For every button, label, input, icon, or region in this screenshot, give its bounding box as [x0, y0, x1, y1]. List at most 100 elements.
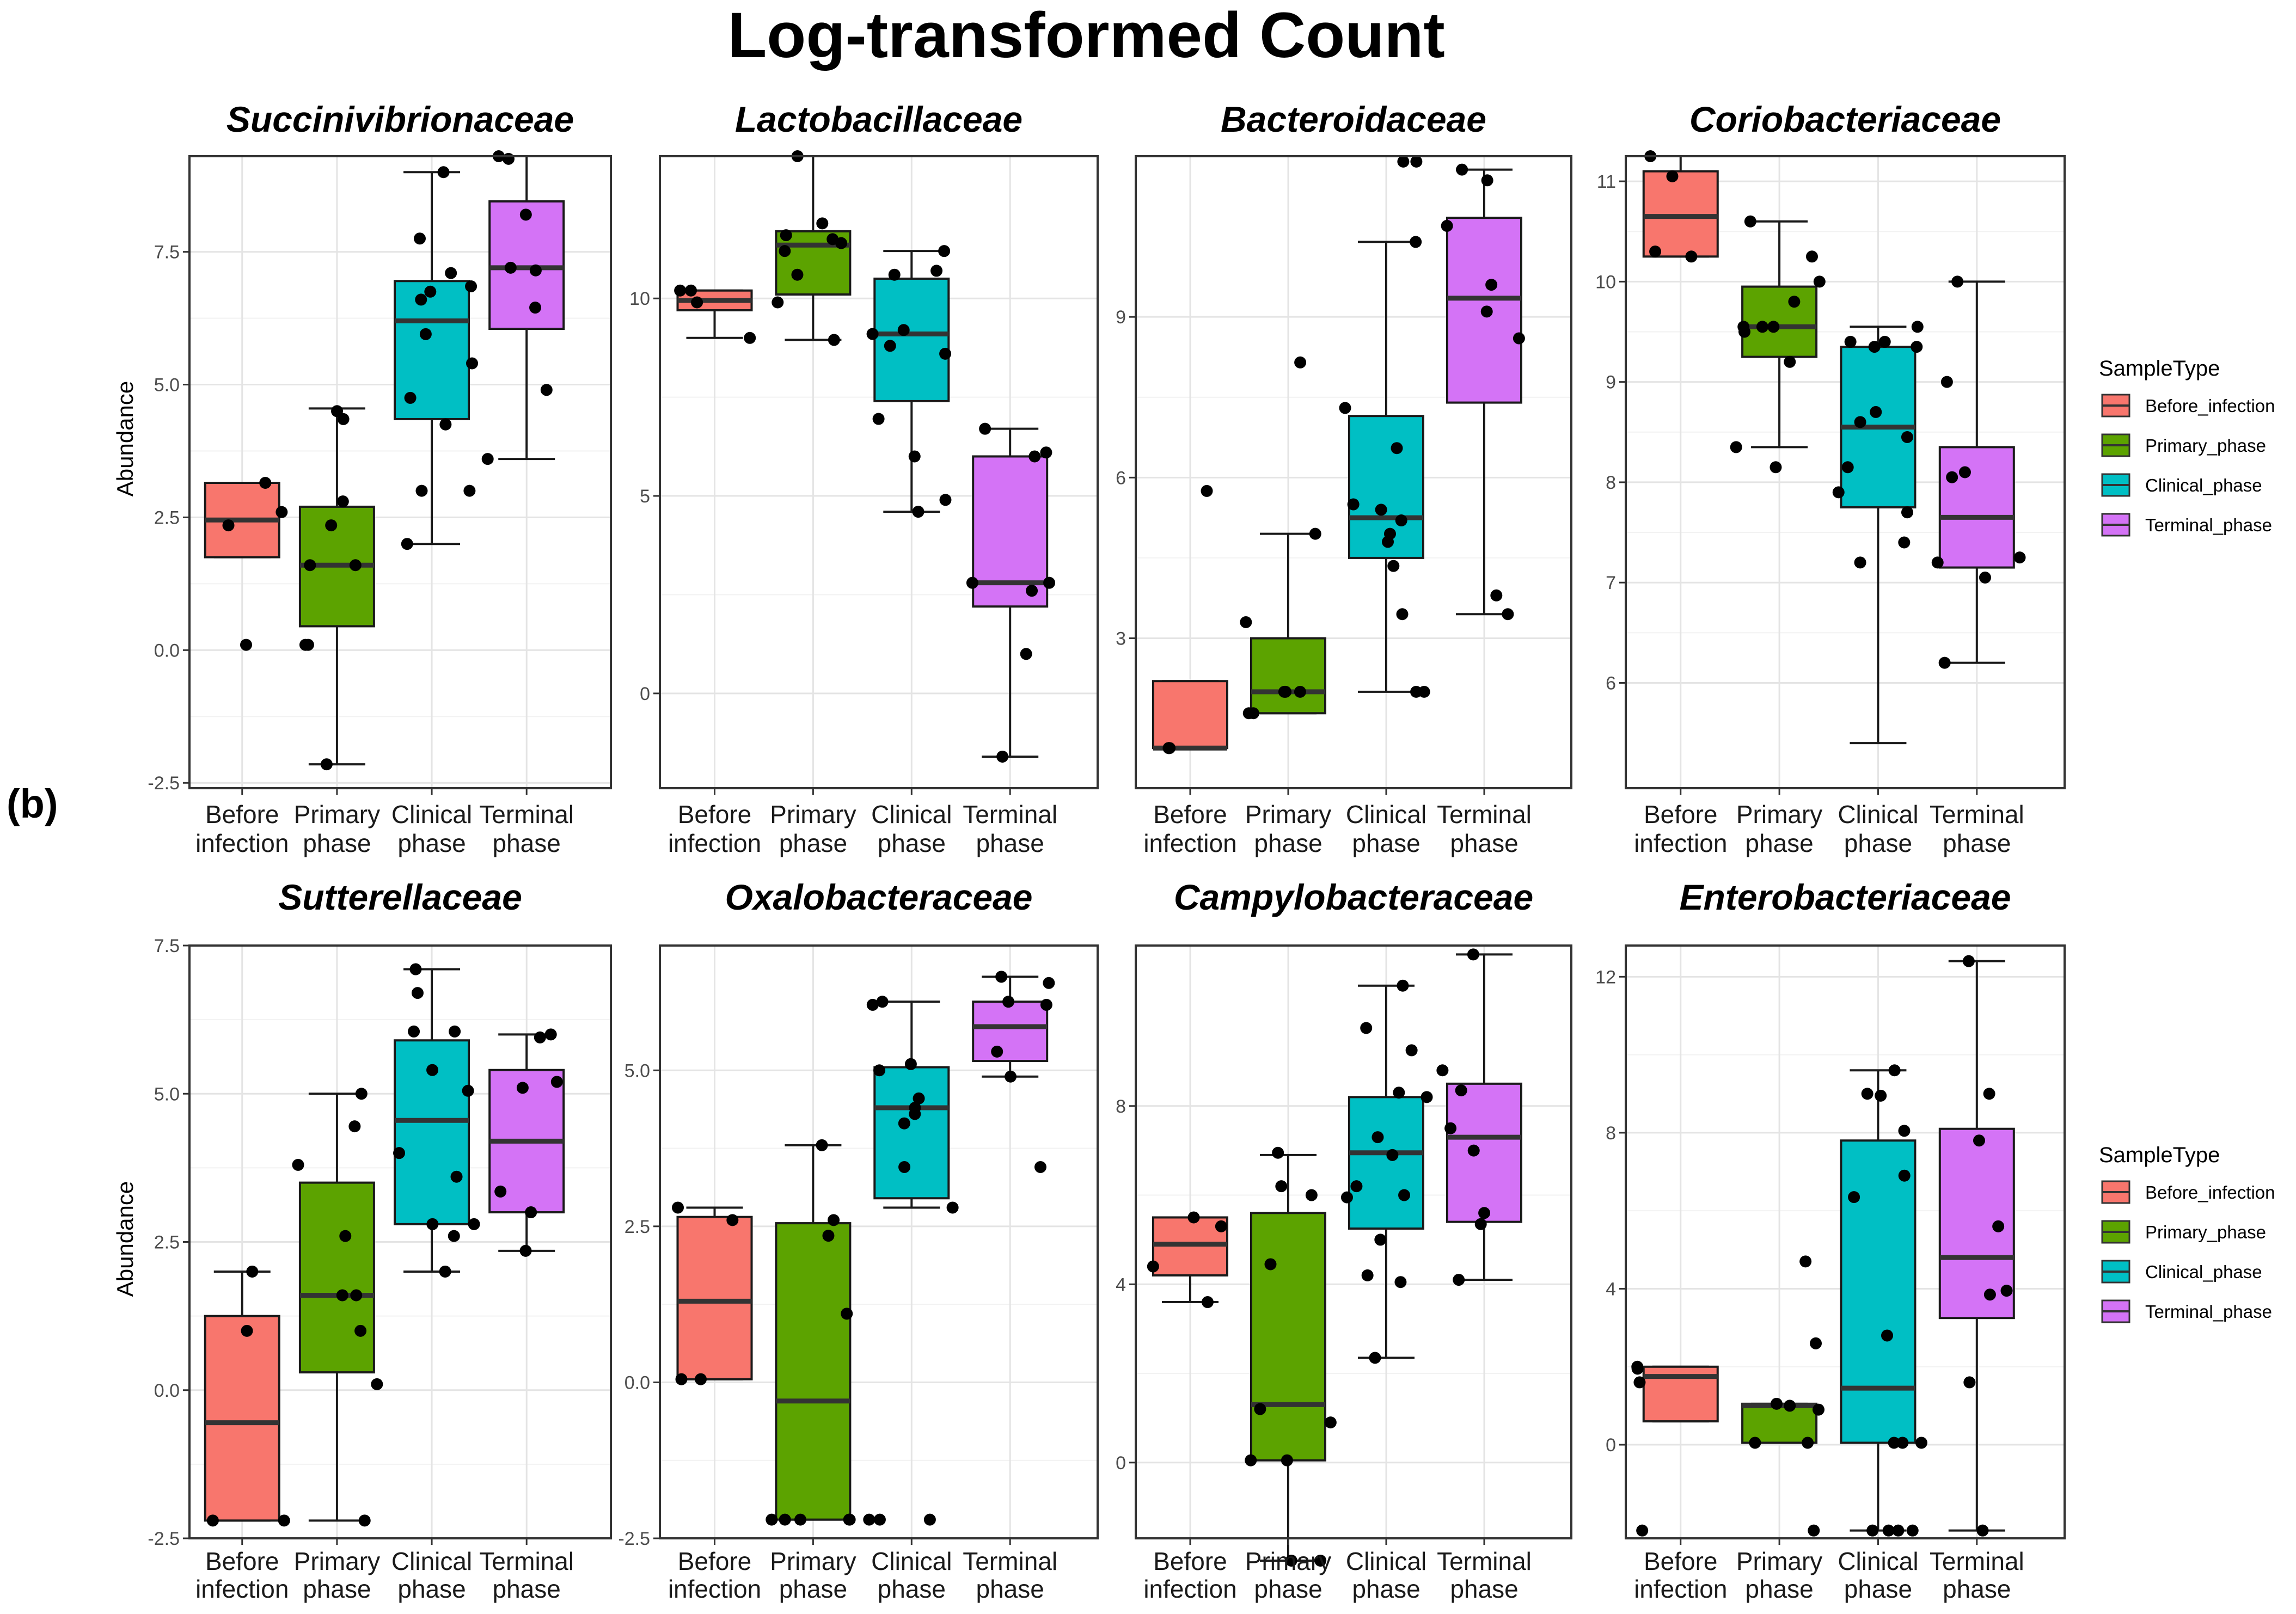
data-point — [1467, 1144, 1480, 1157]
y-tick-label: 2.5 — [154, 1232, 180, 1253]
data-point — [884, 340, 896, 352]
data-point — [685, 284, 697, 297]
legend-title: SampleType — [2099, 357, 2220, 381]
data-point — [1374, 1233, 1387, 1246]
panel-title: Succinivibrionaceae — [226, 99, 574, 139]
data-point — [1410, 685, 1423, 698]
data-point — [325, 519, 338, 532]
data-point — [1397, 979, 1409, 992]
box-iqr — [1348, 1096, 1424, 1230]
data-point — [908, 450, 921, 463]
data-point — [939, 494, 952, 506]
x-tick-label: phase — [397, 1575, 466, 1603]
data-point — [439, 418, 452, 431]
x-tick-label: phase — [878, 1575, 946, 1603]
x-tick-label: phase — [976, 1575, 1044, 1603]
data-point — [355, 1088, 368, 1100]
data-point — [726, 1214, 739, 1226]
data-point — [393, 1147, 406, 1159]
data-point — [1201, 484, 1213, 497]
data-point — [1398, 1189, 1411, 1201]
data-point — [1810, 1337, 1822, 1349]
box-3 — [1931, 275, 2026, 669]
y-tick-label: 8 — [1606, 1123, 1616, 1144]
data-point — [1002, 996, 1015, 1008]
data-point — [1444, 1122, 1457, 1134]
data-point — [1043, 576, 1056, 589]
data-point — [1043, 977, 1055, 989]
data-point — [1391, 442, 1403, 455]
data-point — [550, 1076, 563, 1088]
data-point — [1983, 1088, 1995, 1100]
x-tick-label: infection — [1143, 1575, 1236, 1603]
data-point — [979, 422, 991, 435]
data-point — [1410, 155, 1423, 168]
data-point — [1324, 1416, 1337, 1429]
data-point — [843, 1513, 856, 1526]
data-point — [675, 1373, 688, 1385]
box-iqr — [873, 277, 950, 402]
data-point — [1788, 296, 1801, 308]
data-point — [206, 1514, 219, 1527]
y-tick-label: 3 — [1116, 629, 1126, 649]
legends: SampleType Before_infection Primary_phase C… — [2099, 357, 2275, 1323]
panel-border — [1135, 944, 1572, 1539]
x-tick-label: infection — [1143, 829, 1236, 857]
data-point — [1026, 585, 1038, 597]
y-tick-label: 0 — [1606, 1435, 1616, 1456]
data-point — [336, 1289, 348, 1302]
panel-border — [1625, 944, 2066, 1539]
data-point — [1979, 572, 1991, 584]
data-point — [371, 1378, 383, 1390]
legend-label: Before_infection — [2145, 1182, 2275, 1202]
x-tick-label: Clinical — [1346, 1547, 1426, 1575]
data-point — [419, 328, 432, 340]
data-point — [519, 208, 532, 221]
data-point — [791, 268, 804, 281]
data-point — [1737, 321, 1750, 333]
panel-border — [659, 944, 1099, 1539]
data-point — [794, 1513, 807, 1526]
data-point — [1369, 1352, 1381, 1364]
data-point — [898, 1117, 910, 1130]
y-tick-label: 9 — [1116, 307, 1126, 328]
data-point — [938, 245, 951, 257]
data-point — [1784, 355, 1796, 368]
data-point — [1350, 1180, 1363, 1193]
x-tick-label: Terminal — [479, 800, 574, 829]
data-point — [1866, 1524, 1879, 1537]
data-point — [1387, 560, 1400, 572]
data-point — [898, 1161, 911, 1173]
data-point — [1294, 356, 1307, 369]
x-tick-label: phase — [1844, 829, 1912, 857]
box-3 — [1436, 948, 1522, 1286]
figure-title: Log-transformed Count — [727, 0, 1445, 71]
data-point — [841, 1308, 853, 1320]
data-point — [1162, 742, 1175, 754]
data-point — [302, 639, 314, 651]
data-point — [691, 296, 703, 309]
data-point — [1938, 656, 1951, 669]
x-tick-label: Clinical — [1346, 800, 1426, 829]
legend-item: Before_infection — [2101, 394, 2275, 418]
data-point — [1383, 527, 1396, 540]
data-point — [1848, 1191, 1860, 1204]
box-1 — [292, 1088, 383, 1527]
x-tick-label: Primary — [1736, 1547, 1822, 1575]
data-point — [278, 1514, 290, 1527]
data-point — [354, 1324, 367, 1337]
data-point — [828, 1214, 840, 1226]
data-point — [1372, 1131, 1384, 1144]
data-point — [1410, 236, 1422, 248]
x-tick-label: phase — [1745, 829, 1813, 857]
data-point — [331, 405, 344, 418]
data-point — [1467, 948, 1479, 961]
data-point — [1946, 471, 1958, 483]
data-point — [246, 1265, 259, 1278]
panel-succinivibrionaceae: Succinivibrionaceae -2.5 0.0 2.5 5.0 7.5 Befor… — [148, 99, 612, 857]
x-tick-label: phase — [1352, 1575, 1420, 1603]
data-point — [826, 233, 839, 246]
